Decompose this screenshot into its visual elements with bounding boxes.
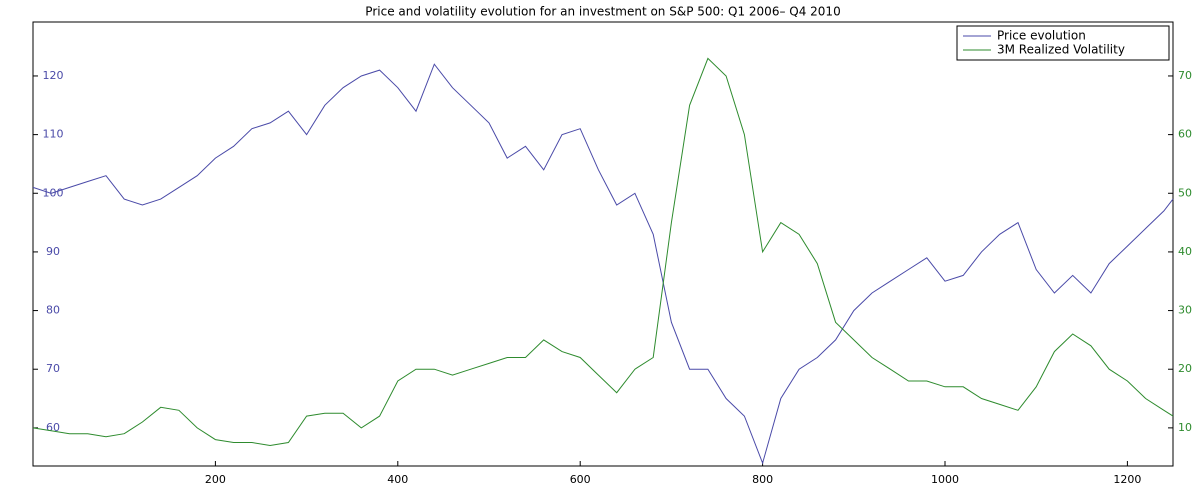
y-tick-label: 120 xyxy=(43,69,64,82)
x-tick-label: 600 xyxy=(570,473,591,486)
x-tick-label: 1200 xyxy=(1113,473,1141,486)
y-tick-label: 80 xyxy=(46,304,60,317)
series-line xyxy=(32,63,1174,465)
chart-title: Price and volatility evolution for an in… xyxy=(365,5,840,19)
y2-tick-label: 40 xyxy=(1178,245,1192,258)
y2-tick-label: 70 xyxy=(1178,69,1192,82)
x-tick-label: 400 xyxy=(387,473,408,486)
x-tick-label: 1000 xyxy=(931,473,959,486)
y-tick-label: 90 xyxy=(46,245,60,258)
y2-tick-label: 60 xyxy=(1178,128,1192,141)
y2-tick-label: 10 xyxy=(1178,421,1192,434)
x-tick-label: 200 xyxy=(205,473,226,486)
series-line xyxy=(32,57,1174,447)
plot-frame xyxy=(32,21,1174,467)
legend-box xyxy=(956,25,1170,61)
y2-tick-label: 30 xyxy=(1178,304,1192,317)
y-tick-label: 70 xyxy=(46,362,60,375)
legend-label: 3M Realized Volatility xyxy=(997,43,1125,57)
y2-tick-label: 20 xyxy=(1178,362,1192,375)
legend-label: Price evolution xyxy=(997,29,1086,43)
y2-tick-label: 50 xyxy=(1178,186,1192,199)
x-tick-label: 800 xyxy=(752,473,773,486)
y-tick-label: 110 xyxy=(43,128,64,141)
